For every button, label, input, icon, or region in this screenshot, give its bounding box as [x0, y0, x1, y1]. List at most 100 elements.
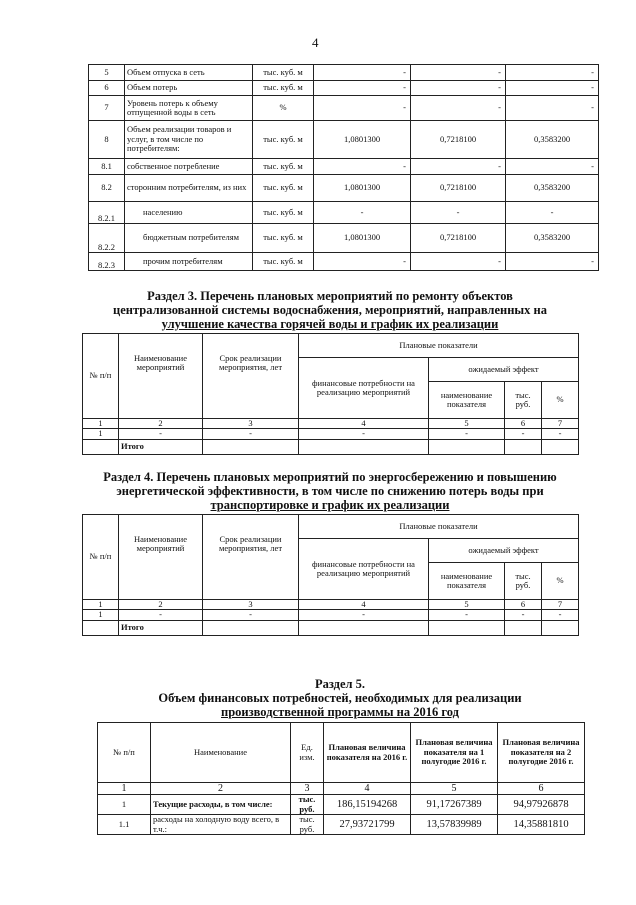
- value-cell: 14,35881810: [497, 814, 585, 835]
- header-rub: тыс. руб.: [504, 381, 542, 419]
- row-name: Объем реализации товаров и услуг, в том …: [124, 120, 253, 159]
- column-number: 5: [410, 782, 498, 795]
- value-cell: 186,15194268: [323, 794, 411, 815]
- table-row: 6 Объем потерь тыс. куб. м ---: [88, 80, 599, 96]
- section3-table: № п/п Наименование мероприятий Срок реал…: [82, 333, 580, 455]
- header-number: № п/п: [82, 333, 119, 419]
- unit-cell: тыс. руб.: [290, 794, 324, 815]
- header-indicator: наименование показателя: [428, 381, 505, 419]
- row-number: 8.1: [88, 158, 125, 175]
- value-cell: -: [505, 95, 599, 121]
- value-cell: -: [505, 64, 599, 81]
- header-pct: %: [540, 562, 580, 600]
- column-header: Плановая величина показателя на 2 полуго…: [497, 722, 585, 783]
- column-number: 2: [150, 782, 291, 795]
- column-number: 4: [298, 417, 429, 430]
- table-row: 8.2.2 бюджетным потребителям тыс. куб. м…: [88, 223, 599, 253]
- row-number: 8.2.1: [88, 201, 125, 224]
- row-cell: -: [118, 428, 203, 440]
- row-cell: 1: [82, 609, 119, 621]
- row-cell: -: [504, 609, 542, 621]
- row-name: Текущие расходы, в том числе:: [150, 794, 291, 815]
- column-number: 2: [118, 417, 203, 430]
- row-cell: -: [202, 609, 299, 621]
- column-number: 7: [540, 598, 580, 611]
- row-number: 6: [88, 80, 125, 96]
- unit-cell: тыс. руб.: [290, 814, 324, 835]
- row-number: 1.1: [97, 814, 151, 835]
- column-number: 7: [540, 417, 580, 430]
- column-number: 6: [504, 417, 542, 430]
- section3-title: Раздел 3. Перечень плановых мероприятий …: [113, 289, 547, 331]
- table-row: 1.1 расходы на холодную воду всего, в т.…: [97, 814, 585, 835]
- table-row: 5 Объем отпуска в сеть тыс. куб. м ---: [88, 64, 599, 81]
- header-name: Наименование мероприятий: [118, 514, 203, 600]
- total-row: Итого: [82, 438, 580, 455]
- header-effect: ожидаемый эффект: [427, 357, 580, 382]
- column-number: 4: [298, 598, 429, 611]
- unit-cell: тыс. куб. м: [252, 223, 314, 253]
- row-number: 7: [88, 95, 125, 121]
- column-header: Плановая величина показателя на 1 полуго…: [410, 722, 498, 783]
- value-cell: -: [410, 64, 506, 81]
- row-name: собственное потребление: [124, 158, 253, 175]
- unit-cell: тыс. куб. м: [252, 80, 314, 96]
- header-effect: ожидаемый эффект: [427, 538, 580, 563]
- column-number: 1: [82, 417, 119, 430]
- value-cell: -: [505, 252, 599, 271]
- value-cell: -: [410, 201, 506, 224]
- section4-title: Раздел 4. Перечень плановых мероприятий …: [103, 470, 557, 512]
- row-cell: -: [540, 609, 580, 621]
- row-cell: -: [298, 609, 429, 621]
- value-cell: -: [505, 80, 599, 96]
- unit-cell: %: [252, 95, 314, 121]
- table-row: 8 Объем реализации товаров и услуг, в то…: [88, 120, 599, 159]
- page-number: 4: [312, 35, 319, 50]
- value-cell: -: [313, 201, 411, 224]
- value-cell: -: [505, 158, 599, 175]
- table-row: 1------: [82, 609, 580, 621]
- value-cell: -: [410, 158, 506, 175]
- unit-cell: тыс. куб. м: [252, 174, 314, 202]
- unit-cell: тыс. куб. м: [252, 64, 314, 81]
- column-number: 2: [118, 598, 203, 611]
- header-term: Срок реализации мероприятия, лет: [202, 514, 299, 600]
- row-name: прочим потребителям: [124, 252, 253, 271]
- value-cell: 91,17267389: [410, 794, 498, 815]
- header-planned: Плановые показатели: [297, 514, 580, 539]
- value-cell: -: [313, 252, 411, 271]
- column-number: 5: [428, 417, 505, 430]
- row-cell: -: [540, 428, 580, 440]
- value-cell: 0,7218100: [410, 174, 506, 202]
- row-number: 8.2.2: [88, 223, 125, 253]
- total-label: Итого: [118, 619, 203, 636]
- column-header: № п/п: [97, 722, 151, 783]
- value-cell: 13,57839989: [410, 814, 498, 835]
- header-rub: тыс. руб.: [504, 562, 542, 600]
- header-pct: %: [540, 381, 580, 419]
- row-name: бюджетным потребителям: [124, 223, 253, 253]
- row-cell: 1: [82, 428, 119, 440]
- value-cell: -: [505, 201, 599, 224]
- value-cell: 0,3583200: [505, 120, 599, 159]
- value-cell: 27,93721799: [323, 814, 411, 835]
- value-cell: -: [410, 252, 506, 271]
- row-cell: -: [428, 609, 505, 621]
- header-term: Срок реализации мероприятия, лет: [202, 333, 299, 419]
- table-row: 1------: [82, 428, 580, 440]
- table-row: 1 Текущие расходы, в том числе: тыс. руб…: [97, 794, 585, 815]
- row-cell: -: [298, 428, 429, 440]
- volume-table: 5 Объем отпуска в сеть тыс. куб. м --- 6…: [88, 64, 599, 271]
- column-number: 1: [97, 782, 151, 795]
- value-cell: -: [313, 64, 411, 81]
- header-finance: финансовые потребности на реализацию мер…: [298, 538, 429, 600]
- column-header: Ед. изм.: [290, 722, 324, 783]
- column-header: Наименование: [150, 722, 291, 783]
- row-name: Объем отпуска в сеть: [124, 64, 253, 81]
- column-number: 6: [504, 598, 542, 611]
- value-cell: -: [313, 95, 411, 121]
- row-number: 8: [88, 120, 125, 159]
- row-cell: -: [428, 428, 505, 440]
- row-cell: -: [202, 428, 299, 440]
- column-number: 1: [82, 598, 119, 611]
